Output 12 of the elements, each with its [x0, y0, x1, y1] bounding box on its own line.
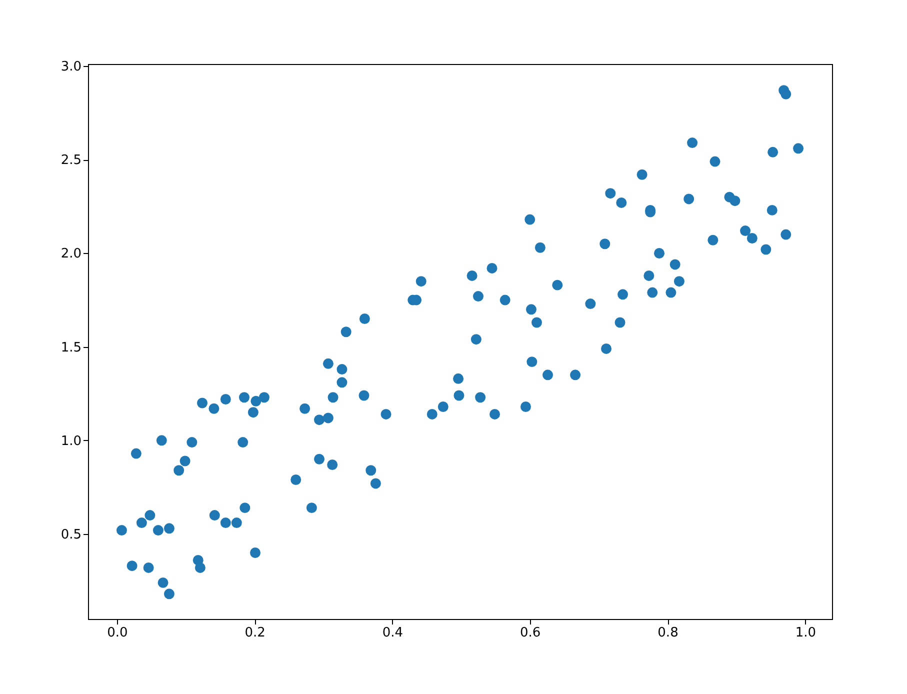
- x-tick-label: 0.2: [244, 626, 266, 640]
- x-tick-label: 1.0: [795, 626, 816, 640]
- x-tick-label: 0.6: [520, 626, 541, 640]
- y-tick-label: 0.5: [60, 528, 82, 543]
- x-tick-label: 0.4: [382, 626, 404, 640]
- y-tick-label: 2.5: [60, 153, 82, 168]
- x-tick-label: 0.0: [107, 626, 128, 640]
- y-tick-label: 3.0: [60, 60, 82, 75]
- y-tick-label: 1.0: [60, 434, 82, 449]
- y-tick-label: 2.0: [60, 246, 82, 262]
- y-tick-label: 1.5: [60, 340, 82, 356]
- x-tick-label: 0.8: [658, 626, 678, 640]
